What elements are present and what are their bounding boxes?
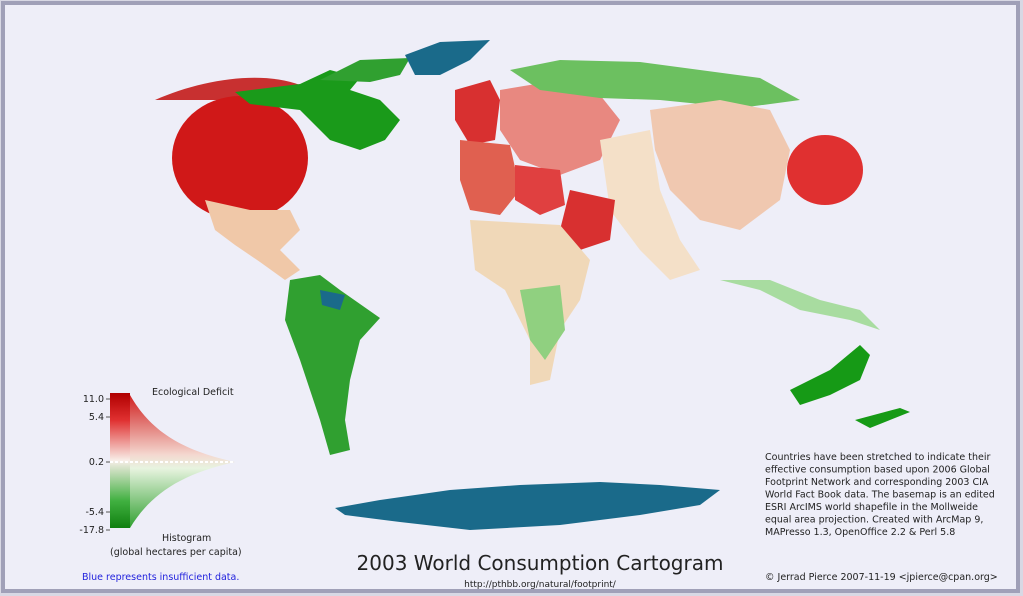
tick-label: 11.0 [83,394,104,405]
description-line: Countries have been stretched to indicat… [765,452,990,463]
description-line: ESRI ArcIMS world shapefile in the Mollw… [765,502,978,513]
insufficient-data-note: Blue represents insufficient data. [82,572,239,583]
central-europe [500,80,620,175]
uk-ireland [455,80,500,145]
greenland [405,40,490,75]
color-scale [110,393,130,528]
venezuela [320,290,345,310]
map [155,40,910,530]
italy [515,165,565,215]
description-line: Footprint Network and corresponding 2003… [765,477,989,488]
description-line: World Fact Book data. The basemap is an … [765,490,995,501]
description-line: equal area projection. Created with ArcM… [765,515,983,526]
india-region [600,130,700,280]
description-line: MAPresso 1.3, OpenOffice 2.2 & Perl 5.8 [765,527,955,538]
tick-label: -17.8 [79,525,104,536]
new-zealand [855,408,910,428]
tick-label: 0.2 [89,457,104,468]
canada-arctic [320,58,410,82]
iberia-france [460,140,520,215]
australia [790,345,870,405]
description: Countries have been stretched to indicat… [765,452,995,538]
southeast-asia [720,280,880,330]
legend: Ecological Deficit 11.0 5.4 0.2 -5.4 -17.8 H… [79,387,241,583]
south-america [285,275,380,455]
credit: © Jerrad Pierce 2007-11-19 <jpierce@cpan… [765,572,998,583]
tick-label: 5.4 [89,412,104,423]
china [650,100,790,230]
description-line: effective consumption based upon 2006 Gl… [765,465,990,476]
legend-ticks: 11.0 5.4 0.2 -5.4 -17.8 [79,394,110,536]
middle-east [560,190,615,250]
tick-label: -5.4 [85,507,104,518]
canada [235,70,400,150]
legend-title: Ecological Deficit [152,387,234,398]
russia [510,60,800,108]
url: http://pthbb.org/natural/footprint/ [464,580,617,590]
units-label: (global hectares per capita) [110,547,242,558]
antarctica [335,482,720,530]
usa [172,96,308,220]
mexico [205,200,300,280]
central-africa [520,285,565,360]
histogram-label: Histogram [162,533,211,544]
japan [787,135,863,205]
title: 2003 World Consumption Cartogram [357,551,724,575]
